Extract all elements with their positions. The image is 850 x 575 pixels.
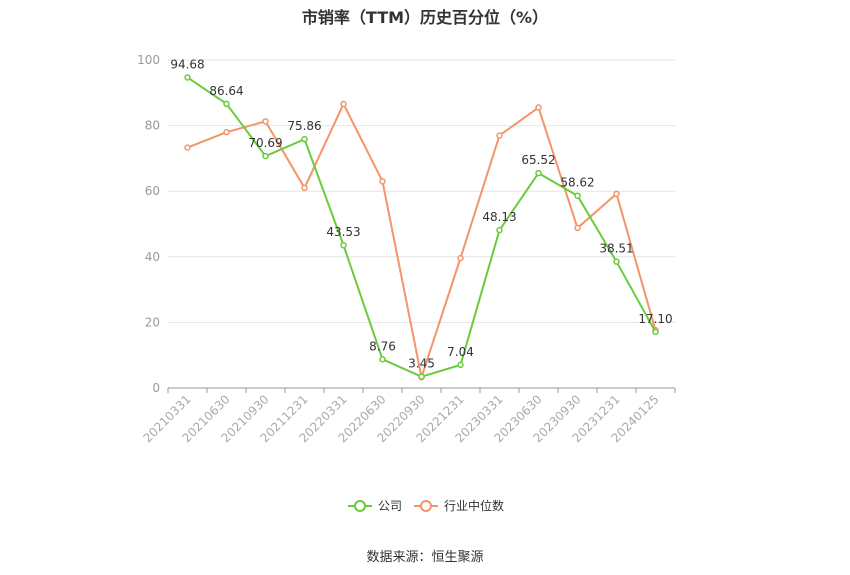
chart-title: 市销率（TTM）历史百分位（%）	[301, 8, 549, 27]
data-label: 94.68	[170, 57, 204, 71]
y-tick-label: 40	[145, 250, 160, 264]
data-label: 86.64	[209, 84, 243, 98]
y-tick-label: 100	[137, 53, 160, 67]
data-label: 3.45	[408, 357, 435, 371]
data-point[interactable]	[613, 190, 620, 198]
data-label: 38.51	[599, 242, 633, 256]
data-point[interactable]	[340, 100, 347, 108]
data-point[interactable]	[574, 192, 581, 199]
legend-label: 行业中位数	[444, 498, 504, 513]
legend-swatch-marker	[420, 500, 432, 512]
data-label: 70.69	[248, 136, 282, 150]
source-note: 数据来源：恒生聚源	[366, 550, 484, 565]
data-labels: 94.68 86.64 70.69 75.86 43.53 8.76 3.45 7.04 48.…	[170, 57, 672, 370]
data-point[interactable]	[379, 178, 386, 185]
data-point[interactable]	[301, 184, 308, 192]
legend-item[interactable]: 公司	[348, 499, 402, 513]
legend-label: 公司	[378, 499, 402, 513]
series-lines	[184, 74, 659, 382]
data-point[interactable]	[184, 74, 191, 81]
data-point[interactable]	[535, 169, 542, 177]
data-point[interactable]	[496, 226, 503, 234]
data-point[interactable]	[262, 118, 269, 125]
data-point[interactable]	[496, 132, 503, 139]
data-point[interactable]	[301, 135, 308, 143]
data-point[interactable]	[379, 356, 386, 363]
y-tick-label: 20	[145, 315, 160, 329]
data-label: 48.13	[482, 210, 516, 224]
data-point[interactable]	[223, 100, 230, 108]
y-tick-label: 0	[152, 381, 160, 395]
data-point[interactable]	[574, 224, 581, 232]
data-point[interactable]	[613, 258, 620, 265]
legend-item[interactable]: 行业中位数	[414, 498, 504, 513]
data-point[interactable]	[223, 128, 230, 136]
data-point[interactable]	[457, 254, 464, 262]
y-tick-label: 80	[145, 119, 160, 133]
data-label: 17.10	[638, 312, 672, 326]
data-label: 75.86	[287, 119, 321, 133]
axes: 0204060801002021033120210630202109302021…	[137, 53, 676, 445]
legend[interactable]: 公司 行业中位数	[348, 498, 504, 513]
data-point[interactable]	[340, 241, 347, 249]
data-label: 43.53	[326, 225, 360, 239]
data-point[interactable]	[262, 152, 269, 160]
data-point[interactable]	[184, 144, 191, 151]
data-point[interactable]	[418, 373, 425, 380]
data-label: 7.04	[447, 345, 474, 359]
data-label: 8.76	[369, 339, 396, 353]
data-point[interactable]	[535, 104, 542, 111]
data-label: 58.62	[560, 176, 594, 190]
series-line	[186, 76, 657, 378]
data-point[interactable]	[652, 328, 659, 336]
data-label: 65.52	[521, 153, 555, 167]
data-point[interactable]	[457, 361, 464, 369]
y-tick-label: 60	[145, 184, 160, 198]
legend-swatch-marker	[354, 500, 366, 512]
gridlines	[168, 59, 675, 323]
